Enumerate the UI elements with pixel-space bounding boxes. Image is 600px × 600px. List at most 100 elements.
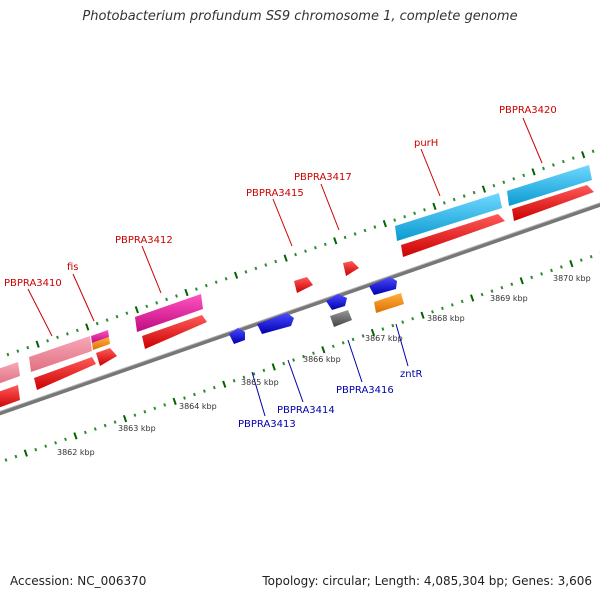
minor-tick bbox=[391, 323, 395, 328]
minor-tick bbox=[313, 245, 317, 250]
major-tick bbox=[581, 151, 586, 159]
gene-label-zntR[interactable]: zntR bbox=[400, 369, 423, 380]
minor-tick bbox=[361, 334, 365, 338]
connector-PBPRA3416 bbox=[347, 339, 363, 383]
minor-tick bbox=[472, 190, 476, 195]
minor-tick bbox=[440, 306, 444, 311]
major-tick bbox=[85, 323, 90, 331]
minor-tick bbox=[540, 272, 544, 276]
minor-tick bbox=[450, 303, 454, 307]
minor-tick bbox=[462, 194, 466, 198]
scale-label: 3862 kbp bbox=[57, 448, 95, 457]
gene-label-fis[interactable]: fis bbox=[67, 262, 79, 273]
cds-PBPRA3410-b[interactable] bbox=[34, 357, 96, 390]
minor-tick bbox=[54, 441, 58, 445]
gene-purH-feature[interactable] bbox=[395, 193, 502, 241]
major-tick bbox=[73, 432, 78, 440]
minor-tick bbox=[153, 406, 157, 411]
minor-tick bbox=[113, 420, 117, 424]
cds-PBPRA3420[interactable] bbox=[512, 185, 594, 221]
cds-PBPRA3413[interactable] bbox=[229, 328, 245, 344]
minor-tick bbox=[353, 232, 357, 236]
gene-fis-feature-b[interactable] bbox=[92, 337, 110, 350]
gene-label-purH[interactable]: purH bbox=[414, 138, 438, 149]
minor-tick bbox=[431, 310, 434, 314]
cds-zntR[interactable] bbox=[374, 293, 404, 313]
minor-tick bbox=[264, 263, 268, 267]
minor-tick bbox=[292, 358, 296, 362]
connector-PBPRA3410 bbox=[27, 288, 53, 337]
gene-fis-feature[interactable] bbox=[91, 330, 109, 343]
major-tick bbox=[283, 254, 288, 262]
minor-tick bbox=[95, 321, 99, 326]
minor-tick bbox=[591, 149, 595, 154]
major-tick bbox=[333, 237, 338, 245]
minor-tick bbox=[155, 301, 159, 305]
minor-tick bbox=[193, 392, 196, 397]
minor-tick bbox=[165, 297, 169, 302]
minor-tick bbox=[411, 316, 415, 321]
minor-tick bbox=[561, 159, 565, 164]
minor-tick bbox=[75, 328, 79, 333]
major-tick bbox=[222, 380, 227, 388]
minor-tick bbox=[125, 311, 129, 315]
cds-PBPRA3410-a[interactable] bbox=[0, 385, 20, 409]
minor-tick bbox=[163, 403, 167, 407]
minor-tick bbox=[202, 389, 206, 393]
major-tick bbox=[470, 294, 475, 302]
scale-label: 3865 kbp bbox=[241, 378, 279, 387]
minor-tick bbox=[393, 218, 397, 222]
gene-PBPRA3410-feature[interactable] bbox=[29, 336, 92, 372]
major-tick bbox=[531, 168, 536, 176]
cds-fis[interactable] bbox=[96, 348, 117, 366]
cds-PBPRA3416[interactable] bbox=[326, 294, 347, 310]
gene-PBPRA3412-feature[interactable] bbox=[135, 294, 203, 332]
gene-PBPRA3420-feature[interactable] bbox=[507, 165, 592, 206]
gene-label-PBPRA3416[interactable]: PBPRA3416 bbox=[336, 385, 394, 396]
minor-tick bbox=[571, 156, 575, 160]
minor-tick bbox=[381, 327, 385, 331]
minor-tick bbox=[6, 352, 10, 357]
gene-label-PBPRA3420[interactable]: PBPRA3420 bbox=[499, 105, 557, 116]
minor-tick bbox=[542, 166, 545, 171]
connector-PBPRA3413 bbox=[251, 371, 266, 417]
minor-tick bbox=[589, 254, 593, 259]
gene-label-PBPRA3410[interactable]: PBPRA3410 bbox=[4, 278, 62, 289]
minor-tick bbox=[373, 225, 377, 229]
scale-label: 3863 kbp bbox=[118, 424, 156, 433]
cds-zntR-blue[interactable] bbox=[369, 277, 397, 295]
gene-label-PBPRA3414[interactable]: PBPRA3414 bbox=[277, 405, 335, 416]
cds-PBPRA3416-gray[interactable] bbox=[330, 310, 352, 327]
gene-labels-forward: PBPRA3410 fis PBPRA3412 PBPRA3415 PBPRA3… bbox=[4, 105, 557, 289]
minor-tick bbox=[460, 299, 464, 304]
minor-tick bbox=[56, 335, 59, 340]
gene-label-PBPRA3415[interactable]: PBPRA3415 bbox=[246, 188, 304, 199]
minor-tick bbox=[304, 249, 307, 253]
gene-label-PBPRA3413[interactable]: PBPRA3413 bbox=[238, 419, 296, 430]
cds-PBPRA3414[interactable] bbox=[257, 313, 294, 334]
cds-PBPRA3412[interactable] bbox=[142, 315, 207, 349]
gene-label-PBPRA3412[interactable]: PBPRA3412 bbox=[115, 235, 173, 246]
minor-tick bbox=[343, 235, 347, 240]
chromosome-backbone-highlight bbox=[0, 202, 600, 412]
minor-tick bbox=[282, 361, 286, 366]
gene-label-PBPRA3417[interactable]: PBPRA3417 bbox=[294, 172, 352, 183]
minor-tick bbox=[302, 354, 305, 359]
minor-tick bbox=[212, 385, 216, 390]
minor-tick bbox=[65, 332, 69, 336]
scale-label: 3869 kbp bbox=[490, 294, 528, 303]
minor-tick bbox=[143, 410, 147, 414]
minor-tick bbox=[530, 275, 534, 280]
major-tick bbox=[184, 288, 189, 297]
major-tick bbox=[481, 185, 487, 193]
major-tick bbox=[370, 328, 376, 337]
cds-purH[interactable] bbox=[401, 214, 505, 257]
connector-fis bbox=[72, 273, 95, 322]
cds-PBPRA3417[interactable] bbox=[343, 261, 359, 276]
major-tick bbox=[23, 449, 28, 457]
gene-PBPRA3410-pseudo-feature[interactable] bbox=[0, 362, 20, 385]
chromosome-backbone bbox=[0, 202, 600, 416]
major-tick bbox=[271, 363, 276, 371]
cds-PBPRA3415[interactable] bbox=[294, 277, 313, 293]
